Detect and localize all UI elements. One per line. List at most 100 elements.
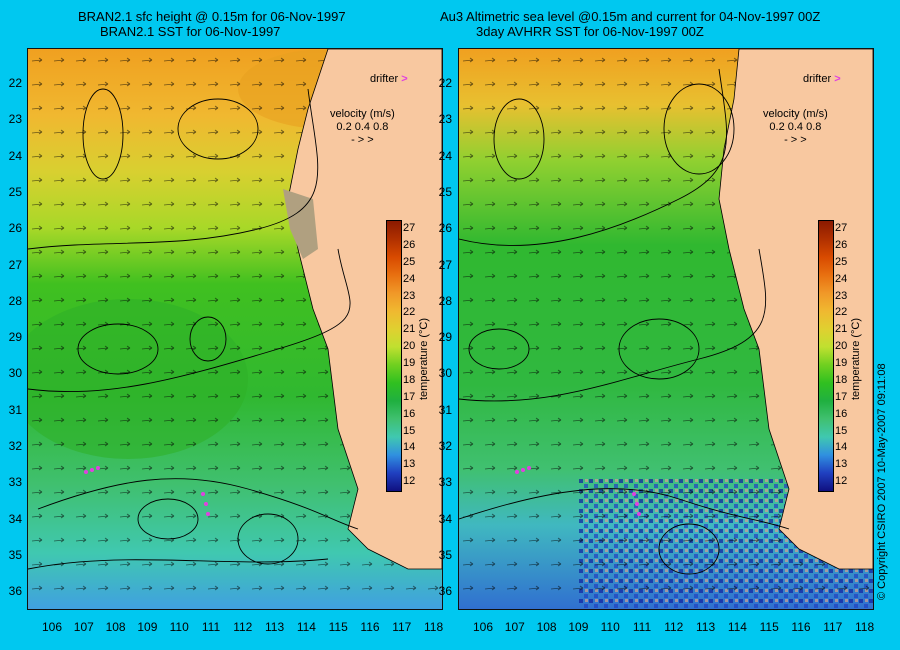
latitude-tick-label: 32 xyxy=(8,439,22,453)
longitude-tick-label: 112 xyxy=(664,620,684,634)
longitude-tick-label: 115 xyxy=(328,620,348,634)
latitude-tick-label: 28 xyxy=(438,293,452,308)
latitude-tick-label: 29 xyxy=(8,330,22,345)
longitude-tick-label: 117 xyxy=(392,620,412,634)
colorbar-tick-label: 17 xyxy=(403,390,416,403)
velocity-arrows-icon: - > > xyxy=(351,134,374,146)
right-colorbar-label: temperature (°C) xyxy=(850,317,862,400)
drifter-arrow-icon: > xyxy=(401,73,408,85)
longitude-tick-label: 108 xyxy=(536,620,557,634)
left-velocity-legend: velocity (m/s) 0.2 0.4 0.8 - > > xyxy=(330,108,395,147)
longitude-tick-label: 109 xyxy=(137,620,158,634)
latitude-tick-label: 30 xyxy=(8,366,22,381)
colorbar-tick-label: 27 xyxy=(835,222,848,234)
colorbar-tick-label: 16 xyxy=(403,407,416,420)
left-colorbar-label: temperature (°C) xyxy=(418,317,430,400)
colorbar-tick-label: 19 xyxy=(403,357,416,369)
latitude-tick-label: 23 xyxy=(438,112,452,127)
colorbar-tick-label: 20 xyxy=(835,340,848,353)
left-title-line1: BRAN2.1 sfc height @ 0.15m for 06-Nov-19… xyxy=(78,9,346,24)
colorbar-tick-label: 15 xyxy=(835,424,848,437)
longitude-tick-label: 106 xyxy=(472,620,494,634)
left-title-line2: BRAN2.1 SST for 06-Nov-1997 xyxy=(100,24,281,39)
latitude-tick-label: 35 xyxy=(438,547,452,562)
colorbar-tick-label: 26 xyxy=(403,238,416,251)
latitude-tick-label: 24 xyxy=(438,148,452,163)
right-title-line1: Au3 Altimetric sea level @0.15m and curr… xyxy=(440,9,821,24)
longitude-tick-label: 116 xyxy=(791,620,811,634)
longitude-tick-label: 111 xyxy=(632,620,652,634)
latitude-tick-label: 29 xyxy=(438,330,452,345)
latitude-tick-label: 31 xyxy=(8,402,22,417)
latitude-tick-label: 35 xyxy=(8,547,22,562)
velocity-scale: 0.2 0.4 0.8 xyxy=(769,121,822,133)
colorbar-tick-label: 15 xyxy=(403,424,416,437)
latitude-tick-label: 27 xyxy=(438,257,452,272)
longitude-tick-label: 107 xyxy=(504,620,525,634)
right-drifter-legend: drifter > xyxy=(803,73,841,85)
colorbar-tick-label: 17 xyxy=(835,390,848,403)
longitude-tick-label: 116 xyxy=(360,620,380,634)
colorbar-tick-label: 12 xyxy=(403,475,416,488)
latitude-tick-label: 33 xyxy=(438,475,452,490)
latitude-tick-label: 22 xyxy=(8,76,22,90)
right-colorbar xyxy=(818,220,834,492)
right-sst-map xyxy=(459,49,873,609)
colorbar-tick-label: 22 xyxy=(835,306,848,319)
right-drifter-markers xyxy=(515,466,641,516)
drifter-label: drifter xyxy=(370,73,399,85)
longitude-tick-label: 106 xyxy=(41,620,63,634)
velocity-arrows-icon: - > > xyxy=(784,134,807,146)
latitude-tick-label: 36 xyxy=(438,584,452,599)
right-velocity-legend: velocity (m/s) 0.2 0.4 0.8 - > > xyxy=(763,108,828,147)
latitude-tick-label: 28 xyxy=(8,293,22,308)
left-map-panel xyxy=(27,48,443,610)
colorbar-tick-label: 24 xyxy=(403,272,416,285)
latitude-tick-label: 26 xyxy=(8,221,22,236)
colorbar-tick-label: 14 xyxy=(403,441,416,454)
colorbar-tick-label: 27 xyxy=(403,222,416,234)
longitude-tick-label: 111 xyxy=(201,620,221,634)
right-title-line2: 3day AVHRR SST for 06-Nov-1997 00Z xyxy=(476,24,704,39)
longitude-tick-label: 115 xyxy=(759,620,779,634)
latitude-tick-label: 33 xyxy=(8,475,22,490)
latitude-tick-label: 34 xyxy=(438,511,452,526)
right-map-panel xyxy=(458,48,874,610)
latitude-tick-label: 26 xyxy=(438,221,452,236)
colorbar-tick-label: 21 xyxy=(403,323,416,336)
colorbar-tick-label: 18 xyxy=(835,373,848,386)
colorbar-tick-label: 21 xyxy=(835,323,848,336)
colorbar-tick-label: 25 xyxy=(835,255,848,268)
left-colorbar xyxy=(386,220,402,492)
colorbar-tick-label: 25 xyxy=(403,255,416,268)
velocity-scale: 0.2 0.4 0.8 xyxy=(336,121,389,133)
left-sst-map xyxy=(28,49,442,609)
longitude-tick-label: 117 xyxy=(823,620,843,634)
latitude-tick-label: 24 xyxy=(8,148,22,163)
left-drifter-legend: drifter > xyxy=(370,73,408,85)
latitude-tick-label: 32 xyxy=(438,439,452,453)
latitude-tick-label: 30 xyxy=(438,366,452,381)
latitude-tick-label: 25 xyxy=(438,184,452,199)
drifter-arrow-icon: > xyxy=(834,73,841,85)
colorbar-tick-label: 14 xyxy=(835,441,848,454)
colorbar-tick-label: 23 xyxy=(403,289,416,302)
colorbar-tick-label: 18 xyxy=(403,373,416,386)
velocity-label: velocity (m/s) xyxy=(763,108,828,120)
colorbar-tick-label: 19 xyxy=(835,357,848,369)
longitude-tick-label: 110 xyxy=(169,620,189,634)
longitude-tick-label: 113 xyxy=(265,620,285,634)
left-drifter-markers xyxy=(84,466,210,516)
longitude-tick-label: 114 xyxy=(727,620,747,634)
colorbar-tick-label: 12 xyxy=(835,475,848,488)
longitude-tick-label: 114 xyxy=(296,620,316,634)
colorbar-tick-label: 13 xyxy=(403,458,416,471)
colorbar-tick-label: 23 xyxy=(835,289,848,302)
longitude-tick-label: 108 xyxy=(105,620,126,634)
colorbar-tick-label: 13 xyxy=(835,458,848,471)
longitude-tick-label: 113 xyxy=(696,620,716,634)
velocity-label: velocity (m/s) xyxy=(330,108,395,120)
longitude-tick-label: 112 xyxy=(233,620,253,634)
latitude-tick-label: 23 xyxy=(8,112,22,127)
colorbar-tick-label: 16 xyxy=(835,407,848,420)
